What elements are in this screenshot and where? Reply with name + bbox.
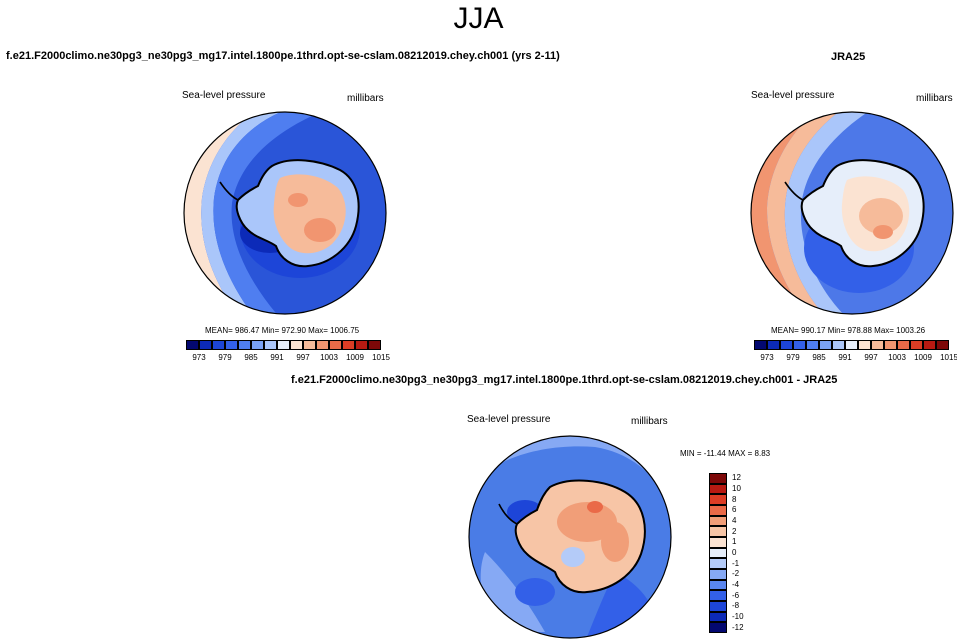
colorbar-swatch — [709, 547, 727, 559]
colorbar-swatch — [290, 340, 303, 350]
colorbar-swatch — [806, 340, 819, 350]
colorbar-swatch — [709, 622, 727, 633]
colorbar-swatch — [709, 526, 727, 537]
colorbar-swatch — [780, 340, 793, 350]
colorbar-swatch — [212, 340, 225, 350]
colorbar-tick-label: 1003 — [888, 353, 906, 362]
model-colorbar-ticks: 973 979 985 991 997 1003 1009 1015 — [186, 353, 390, 363]
colorbar-swatch — [316, 340, 329, 350]
colorbar-tick-label: 973 — [192, 353, 206, 362]
diff-colorbar — [709, 473, 727, 633]
colorbar-tick-label: -2 — [732, 569, 740, 579]
model-polar-map — [183, 111, 387, 315]
colorbar-swatch — [858, 340, 871, 350]
colorbar-tick-label: -6 — [732, 590, 740, 600]
colorbar-tick-label: 991 — [270, 353, 284, 362]
colorbar-swatch — [251, 340, 264, 350]
colorbar-tick-label: 8 — [732, 494, 737, 504]
colorbar-swatch — [709, 579, 727, 591]
colorbar-swatch — [832, 340, 845, 350]
colorbar-tick-label: 1015 — [372, 353, 390, 362]
colorbar-tick-label: 1003 — [320, 353, 338, 362]
colorbar-tick-label: 1009 — [346, 353, 364, 362]
diff-stats: MIN = -11.44 MAX = 8.83 — [680, 449, 771, 458]
colorbar-swatch — [303, 340, 316, 350]
diff-polar-map — [468, 435, 672, 639]
colorbar-tick-label: 979 — [218, 353, 232, 362]
colorbar-swatch — [709, 515, 727, 527]
obs-colorbar-ticks: 973 979 985 991 997 1003 1009 1015 — [754, 353, 957, 363]
colorbar-swatch — [329, 340, 342, 350]
colorbar-swatch — [709, 494, 727, 505]
colorbar-tick-label: 6 — [732, 505, 737, 515]
colorbar-swatch — [199, 340, 212, 350]
colorbar-tick-label: 1 — [732, 537, 737, 547]
obs-variable-label: Sea-level pressure — [751, 90, 835, 101]
colorbar-tick-label: 991 — [838, 353, 852, 362]
colorbar-tick-label: 997 — [864, 353, 878, 362]
obs-colorbar — [754, 340, 949, 350]
colorbar-swatch — [342, 340, 355, 350]
colorbar-tick-label: 2 — [732, 526, 737, 536]
colorbar-swatch — [225, 340, 238, 350]
obs-units-label: millibars — [916, 93, 953, 104]
colorbar-swatch — [923, 340, 936, 350]
colorbar-swatch — [709, 601, 727, 612]
colorbar-swatch — [709, 505, 727, 516]
colorbar-swatch — [767, 340, 780, 350]
diff-units-label: millibars — [631, 416, 668, 427]
colorbar-swatch — [709, 590, 727, 601]
model-variable-label: Sea-level pressure — [182, 90, 266, 101]
colorbar-swatch — [368, 340, 381, 350]
colorbar-tick-label: -12 — [732, 622, 744, 632]
colorbar-tick-label: 1015 — [940, 353, 957, 362]
colorbar-swatch — [793, 340, 806, 350]
model-panel-title: f.e21.F2000climo.ne30pg3_ne30pg3_mg17.in… — [6, 50, 560, 62]
colorbar-tick-label: 10 — [732, 484, 741, 493]
colorbar-swatch — [845, 340, 858, 350]
colorbar-swatch — [871, 340, 884, 350]
diff-panel-title: f.e21.F2000climo.ne30pg3_ne30pg3_mg17.in… — [291, 374, 838, 386]
colorbar-swatch — [238, 340, 251, 350]
colorbar-tick-label: -10 — [732, 612, 744, 621]
colorbar-tick-label: 0 — [732, 548, 737, 557]
colorbar-tick-label: 973 — [760, 353, 774, 362]
colorbar-swatch — [186, 340, 199, 350]
colorbar-swatch — [910, 340, 923, 350]
colorbar-swatch — [754, 340, 767, 350]
colorbar-swatch — [709, 537, 727, 548]
colorbar-tick-label: 4 — [732, 516, 737, 525]
colorbar-tick-label: 985 — [244, 353, 258, 362]
obs-panel-title: JRA25 — [831, 51, 866, 63]
colorbar-tick-label: 997 — [296, 353, 310, 362]
colorbar-swatch — [709, 483, 727, 495]
colorbar-swatch — [709, 611, 727, 623]
obs-polar-map — [750, 111, 954, 315]
model-stats: MEAN= 986.47 Min= 972.90 Max= 1006.75 — [205, 326, 360, 335]
colorbar-swatch — [355, 340, 368, 350]
model-units-label: millibars — [347, 93, 384, 104]
colorbar-tick-label: 985 — [812, 353, 826, 362]
diff-colorbar-ticks: 12 10 8 6 4 2 1 0 -1 -2 -4 -6 -8 -10 -12 — [732, 473, 762, 633]
colorbar-swatch — [819, 340, 832, 350]
colorbar-tick-label: 1009 — [914, 353, 932, 362]
colorbar-tick-label: -8 — [732, 601, 740, 611]
colorbar-tick-label: -1 — [732, 558, 740, 568]
colorbar-swatch — [884, 340, 897, 350]
colorbar-tick-label: 979 — [786, 353, 800, 362]
model-colorbar — [186, 340, 381, 350]
colorbar-tick-label: -4 — [732, 580, 740, 589]
colorbar-swatch — [709, 569, 727, 580]
colorbar-tick-label: 12 — [732, 473, 741, 483]
colorbar-swatch — [897, 340, 910, 350]
season-title: JJA — [453, 2, 504, 35]
colorbar-swatch — [709, 473, 727, 484]
colorbar-swatch — [709, 558, 727, 569]
colorbar-swatch — [264, 340, 277, 350]
colorbar-swatch — [936, 340, 949, 350]
obs-stats: MEAN= 990.17 Min= 978.88 Max= 1003.26 — [771, 326, 926, 335]
diff-variable-label: Sea-level pressure — [467, 414, 551, 425]
colorbar-swatch — [277, 340, 290, 350]
